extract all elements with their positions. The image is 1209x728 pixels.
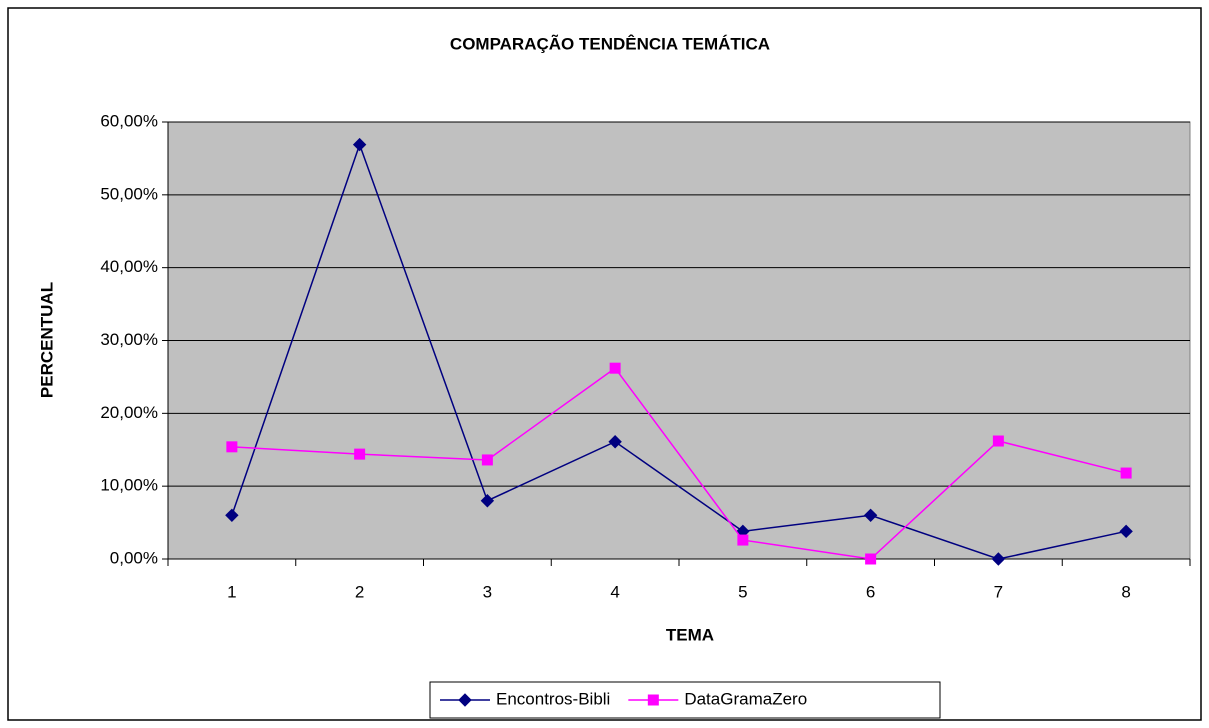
x-tick-label: 8 (1121, 582, 1130, 601)
point-marker (863, 508, 878, 523)
point-marker (1120, 467, 1132, 479)
x-tick-label: 6 (866, 582, 875, 601)
y-tick-label: 40,00% (100, 257, 158, 276)
legend-marker (647, 694, 659, 706)
x-tick-label: 1 (227, 582, 236, 601)
x-tick-label: 4 (610, 582, 619, 601)
series-line (231, 142, 1127, 560)
y-axis-title: PERCENTUAL (37, 282, 56, 398)
y-tick-label: 0,00% (110, 548, 158, 567)
point-marker (992, 435, 1004, 447)
x-tick-label: 2 (355, 582, 364, 601)
x-tick-label: 7 (994, 582, 1003, 601)
legend-label: Encontros-Bibli (496, 689, 610, 708)
y-tick-label: 10,00% (100, 476, 158, 495)
point-marker (225, 508, 239, 523)
y-tick-label: 30,00% (100, 330, 158, 349)
point-marker (608, 435, 622, 449)
point-marker (1119, 524, 1133, 539)
legend-box (429, 681, 941, 719)
x-axis-title: TEMA (666, 625, 714, 644)
series-line (231, 367, 1127, 560)
point-marker (991, 552, 1006, 566)
x-tick-label: 5 (738, 582, 747, 601)
point-marker (480, 494, 495, 508)
point-marker (352, 137, 367, 152)
x-tick-label: 3 (483, 582, 492, 601)
point-marker (481, 454, 493, 466)
point-marker (865, 553, 877, 565)
legend-label: DataGramaZero (684, 689, 807, 708)
y-tick-label: 20,00% (100, 403, 158, 422)
point-marker (354, 448, 366, 460)
point-marker (226, 441, 238, 453)
point-marker (737, 534, 749, 546)
legend-marker (458, 693, 472, 707)
chart-title: COMPARAÇÃO TENDÊNCIA TEMÁTICA (450, 33, 770, 53)
point-marker (609, 362, 621, 374)
y-tick-label: 60,00% (100, 111, 158, 130)
y-tick-label: 50,00% (100, 184, 158, 203)
